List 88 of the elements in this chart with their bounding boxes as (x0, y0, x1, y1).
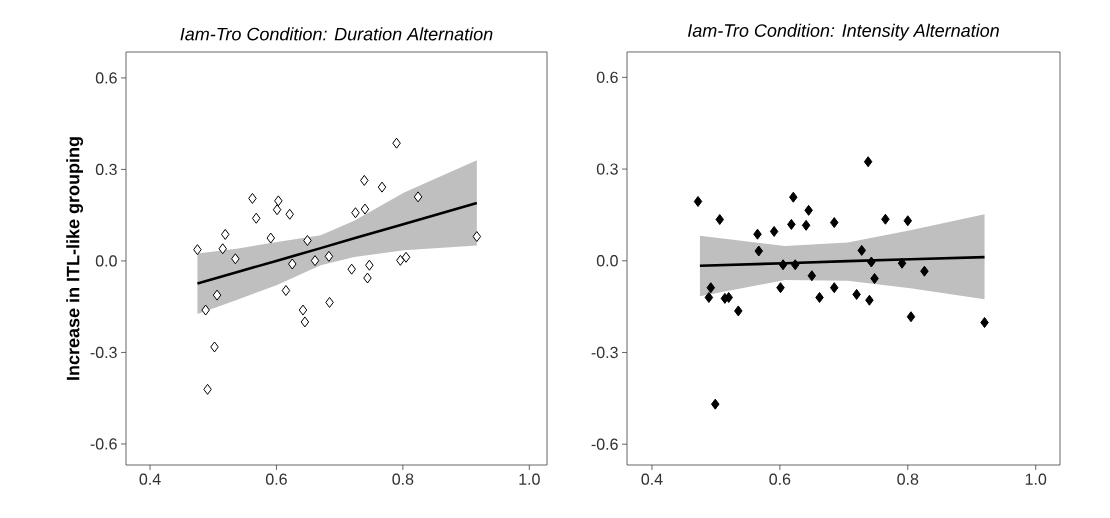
x-tick-label: 0.4 (641, 473, 663, 485)
point (272, 204, 282, 216)
point (897, 257, 907, 269)
point (863, 156, 873, 168)
point (377, 181, 387, 193)
point (903, 215, 913, 227)
point (865, 294, 874, 306)
point (778, 259, 788, 271)
point (193, 244, 202, 256)
x-tick-label: 0.8 (897, 473, 919, 485)
point (210, 341, 219, 353)
x-tick-label: 1.0 (1025, 473, 1047, 485)
point (298, 304, 308, 316)
point (857, 244, 866, 256)
line-series (196, 201, 479, 285)
point (201, 304, 210, 316)
y-tick-label: -0.6 (591, 438, 618, 450)
point (769, 225, 779, 237)
point (365, 259, 374, 271)
y-tick-label: 0.3 (95, 163, 117, 176)
point (790, 259, 800, 271)
point (829, 217, 839, 229)
y-tick-label: -0.6 (90, 438, 117, 450)
point (815, 291, 824, 303)
point (829, 282, 839, 294)
point (980, 317, 989, 329)
point (867, 256, 876, 268)
x-tick-label: 0.4 (139, 473, 161, 485)
point (251, 212, 261, 224)
point (413, 191, 423, 203)
y-tick-label: 0.3 (596, 163, 618, 175)
point (734, 305, 743, 317)
point (221, 228, 230, 240)
point (396, 254, 405, 266)
point (704, 291, 714, 303)
point (852, 288, 861, 300)
point (920, 265, 929, 277)
point (231, 253, 240, 265)
point (212, 289, 222, 301)
point (693, 195, 703, 207)
point (324, 250, 334, 262)
chart-title: Iam-Tro Condition: Duration Alternation (180, 27, 493, 41)
point (203, 383, 212, 395)
point (310, 255, 320, 267)
point (363, 272, 372, 284)
x-tick-label: 0.6 (769, 473, 791, 485)
point (801, 219, 811, 231)
y-tick-label: -0.3 (90, 346, 117, 359)
point (281, 285, 291, 297)
point (776, 282, 785, 294)
point (325, 296, 334, 308)
point (472, 231, 482, 243)
point (754, 245, 764, 257)
chart-title: Iam-Tro Condition: Intensity Alternation (687, 23, 999, 41)
point (288, 258, 297, 270)
point (274, 195, 283, 207)
point (706, 282, 716, 294)
x-tick-label: 1.0 (519, 473, 540, 485)
x-tick-label: 0.6 (265, 473, 287, 485)
point (906, 311, 916, 323)
point (248, 192, 257, 204)
point (881, 213, 890, 225)
point (218, 243, 227, 255)
x-tick-label: 0.8 (392, 473, 414, 485)
point (266, 232, 276, 244)
point (753, 228, 762, 240)
y-tick-label: 0.0 (596, 255, 618, 267)
point (392, 137, 401, 149)
point (351, 207, 360, 219)
y-axis-title: Increase in ITL-like grouping (66, 137, 84, 380)
point (347, 263, 356, 275)
point (787, 218, 796, 230)
point (401, 251, 411, 263)
point (360, 203, 370, 215)
point (285, 208, 294, 220)
point (789, 191, 798, 203)
point (360, 174, 369, 186)
point (804, 204, 813, 216)
point (807, 270, 817, 282)
point (711, 398, 720, 410)
point (870, 273, 879, 285)
y-tick-label: 0.6 (596, 71, 618, 84)
y-tick-label: 0.6 (95, 72, 117, 84)
point (715, 214, 724, 226)
y-tick-label: 0.0 (95, 255, 117, 267)
point (303, 235, 312, 246)
y-tick-label: -0.3 (591, 346, 618, 359)
point (300, 316, 310, 328)
